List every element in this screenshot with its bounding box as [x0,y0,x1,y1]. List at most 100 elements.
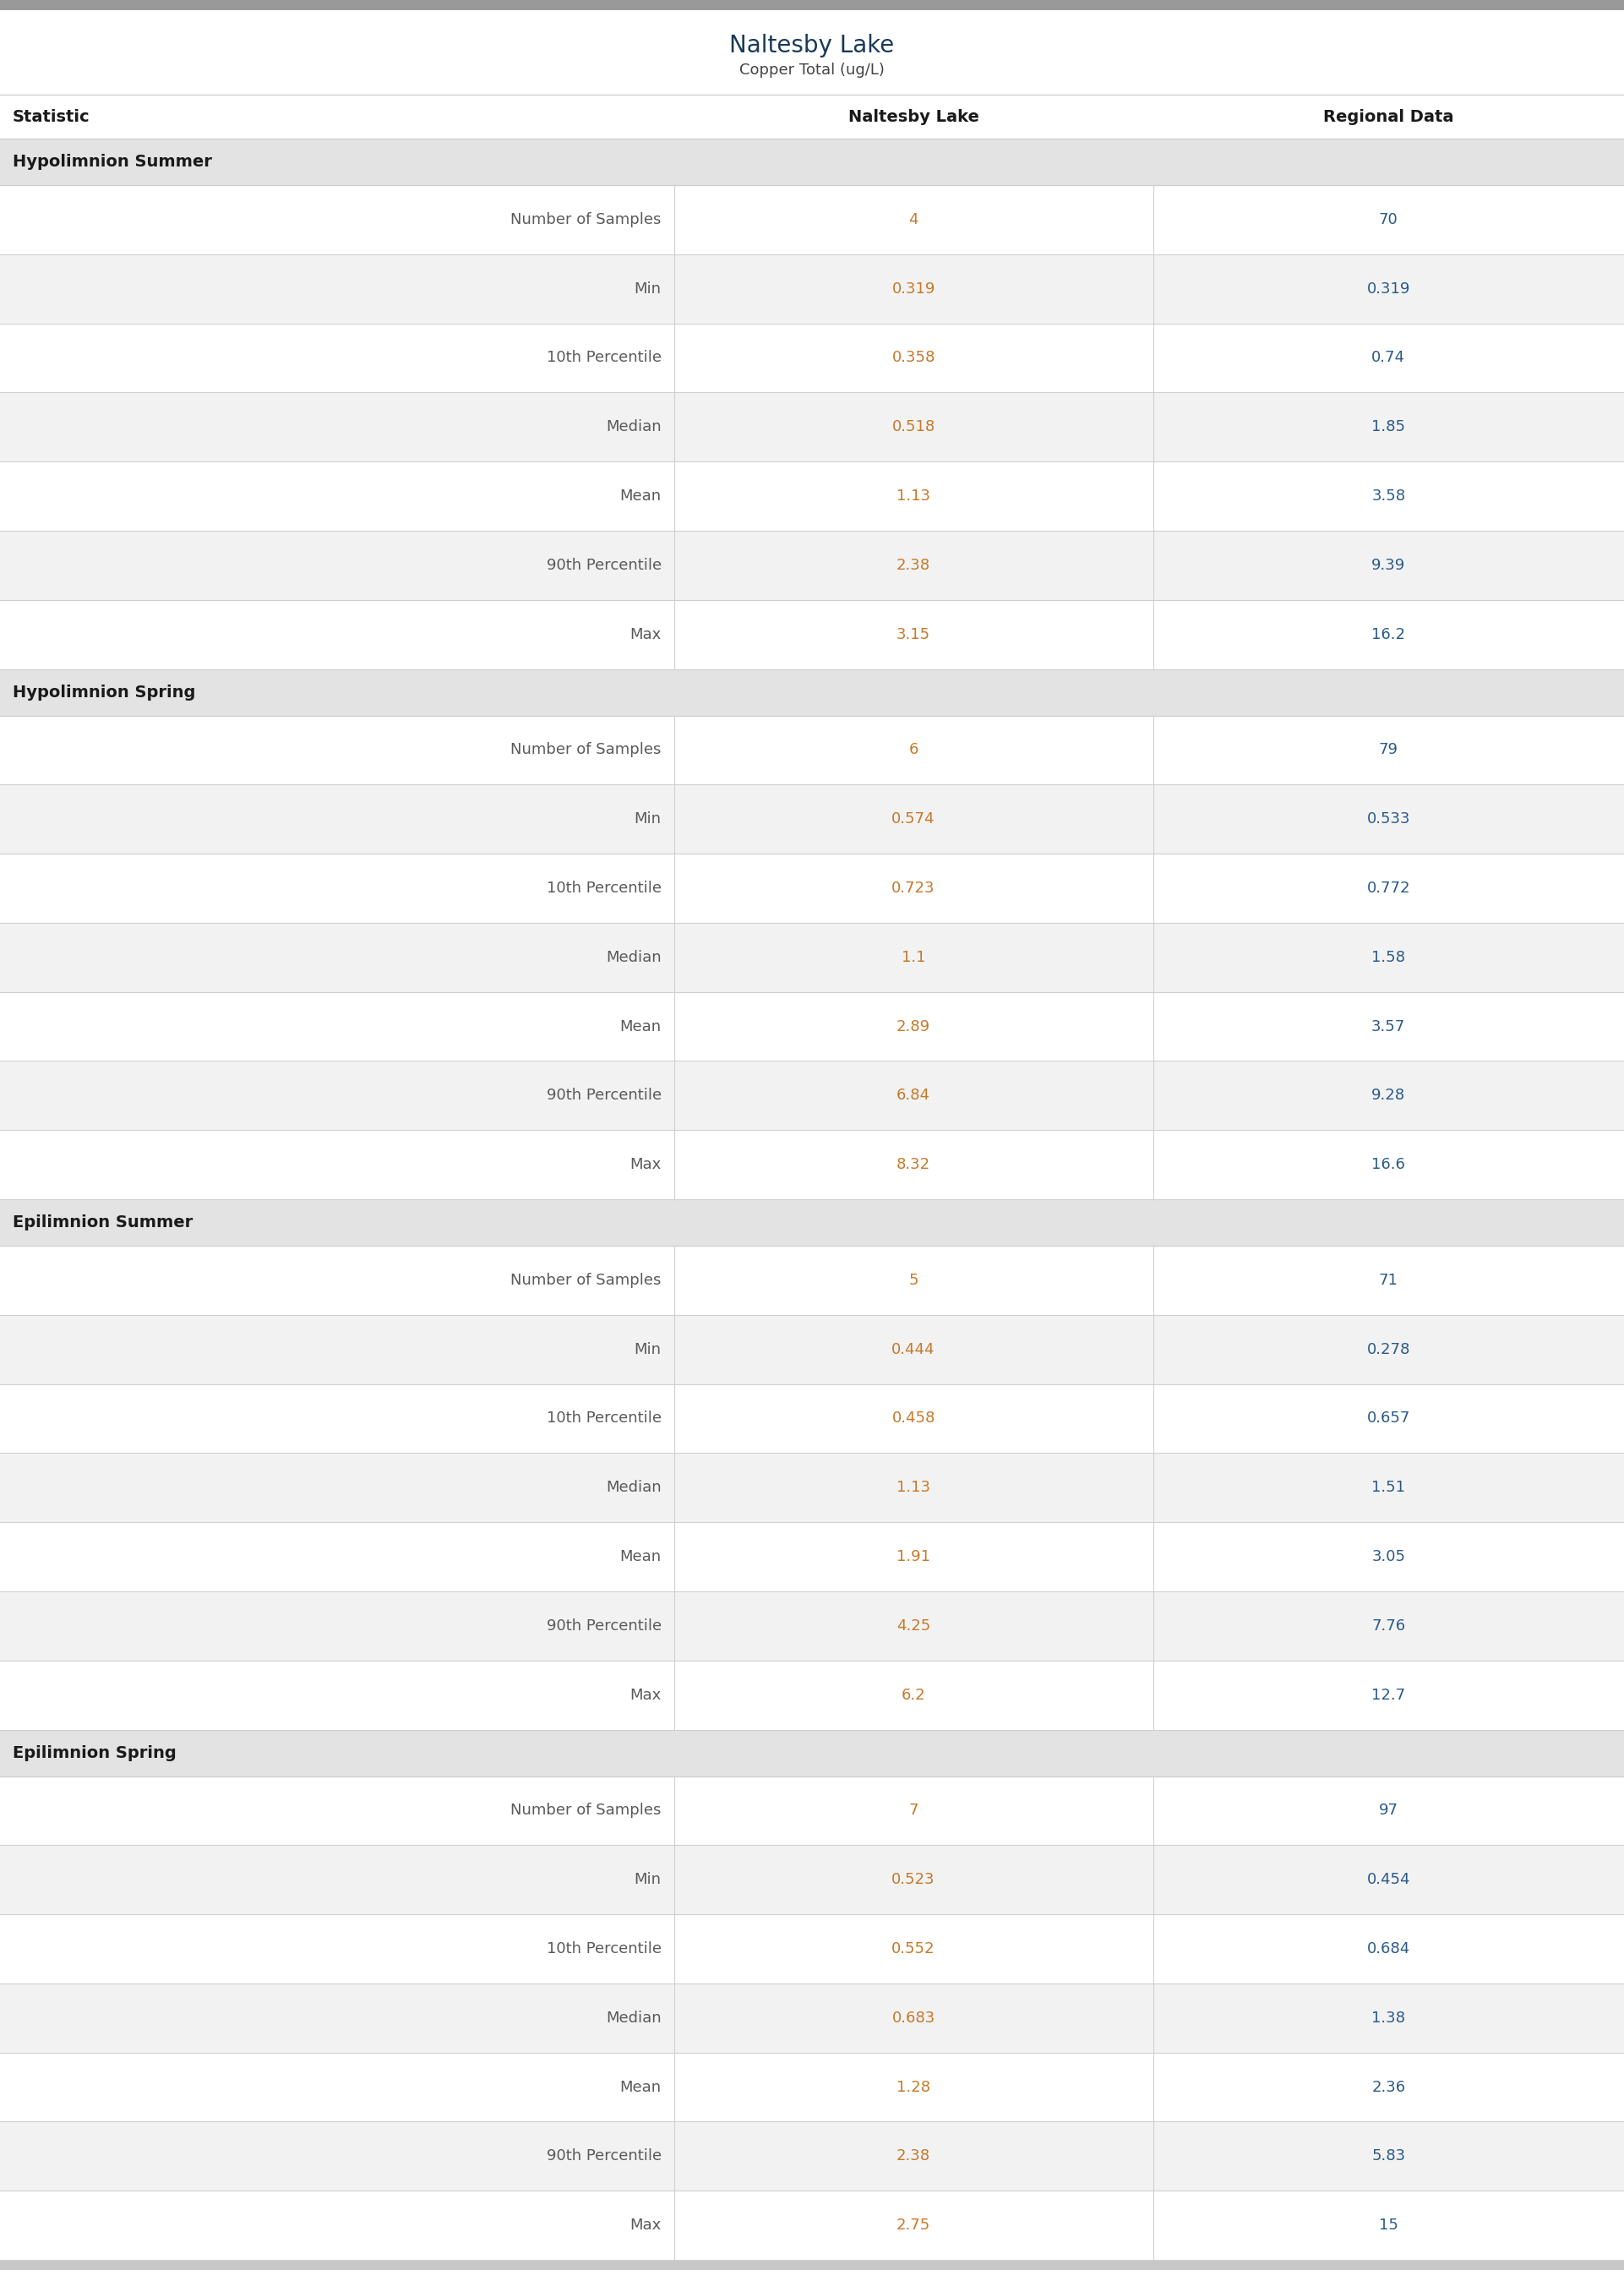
Text: 1.85: 1.85 [1372,420,1405,434]
Text: Statistic: Statistic [13,109,89,125]
Text: Min: Min [635,1342,661,1357]
Text: 2.89: 2.89 [896,1019,931,1035]
Text: 1.91: 1.91 [896,1548,931,1564]
Text: 4.25: 4.25 [896,1619,931,1634]
Text: Naltesby Lake: Naltesby Lake [729,34,895,57]
Text: 3.58: 3.58 [1372,488,1405,504]
Text: 1.51: 1.51 [1372,1480,1405,1496]
Text: 0.454: 0.454 [1367,1873,1410,1886]
Bar [0,1060,1624,1130]
Bar [0,2191,1624,2261]
Text: Copper Total (ug/L): Copper Total (ug/L) [739,64,885,77]
Text: Median: Median [606,420,661,434]
Text: 3.15: 3.15 [896,627,931,642]
Text: 79: 79 [1379,742,1398,758]
Bar [0,393,1624,461]
Text: Median: Median [606,2011,661,2025]
Text: Median: Median [606,1480,661,1496]
Text: 90th Percentile: 90th Percentile [546,1619,661,1634]
Text: 0.278: 0.278 [1367,1342,1410,1357]
Text: 71: 71 [1379,1273,1398,1287]
Bar [0,715,1624,785]
Text: Max: Max [630,1687,661,1702]
Text: 5: 5 [909,1273,918,1287]
Text: 3.05: 3.05 [1372,1548,1405,1564]
Bar [0,1385,1624,1453]
Bar [0,254,1624,322]
Text: 0.319: 0.319 [892,281,935,297]
Text: Mean: Mean [620,488,661,504]
Text: 0.533: 0.533 [1367,810,1410,826]
Text: 0.552: 0.552 [892,1941,935,1957]
Text: 2.36: 2.36 [1372,2079,1405,2095]
Text: Mean: Mean [620,2079,661,2095]
Text: Max: Max [630,627,661,642]
Bar [0,1246,1624,1314]
Bar [0,1984,1624,2052]
Text: Number of Samples: Number of Samples [510,211,661,227]
Text: Min: Min [635,1873,661,1886]
Text: Regional Data: Regional Data [1324,109,1453,125]
Text: 15: 15 [1379,2218,1398,2234]
Text: Epilimnion Spring: Epilimnion Spring [13,1746,177,1762]
Text: Min: Min [635,281,661,297]
Bar [0,1314,1624,1385]
Text: 0.683: 0.683 [892,2011,935,2025]
Bar [0,1775,1624,1846]
Text: 2.75: 2.75 [896,2218,931,2234]
Text: 1.1: 1.1 [901,949,926,965]
Text: 9.39: 9.39 [1372,558,1405,572]
Text: 1.13: 1.13 [896,1480,931,1496]
Text: 0.723: 0.723 [892,881,935,897]
Text: 16.6: 16.6 [1372,1158,1405,1171]
Text: Number of Samples: Number of Samples [510,742,661,758]
Bar [0,854,1624,922]
Text: 10th Percentile: 10th Percentile [546,881,661,897]
Bar [0,1914,1624,1984]
Text: 9.28: 9.28 [1372,1087,1405,1103]
Text: 6: 6 [909,742,918,758]
Bar [0,322,1624,393]
Text: 0.74: 0.74 [1372,350,1405,365]
Text: 7: 7 [909,1802,918,1818]
Text: 70: 70 [1379,211,1398,227]
Text: 97: 97 [1379,1802,1398,1818]
Text: Epilimnion Summer: Epilimnion Summer [13,1214,193,1230]
Text: 0.523: 0.523 [892,1873,935,1886]
Text: Mean: Mean [620,1019,661,1035]
Text: 10th Percentile: 10th Percentile [546,350,661,365]
Bar [0,1199,1624,1246]
Text: 1.13: 1.13 [896,488,931,504]
Text: Max: Max [630,1158,661,1171]
Text: Min: Min [635,810,661,826]
Bar [0,138,1624,186]
Bar [0,2052,1624,2122]
Bar [0,1846,1624,1914]
Text: 1.28: 1.28 [896,2079,931,2095]
Bar [0,785,1624,854]
Bar [0,1523,1624,1591]
Bar [0,461,1624,531]
Text: 4: 4 [909,211,918,227]
Text: Median: Median [606,949,661,965]
Bar [0,186,1624,254]
Text: 10th Percentile: 10th Percentile [546,1412,661,1426]
Text: 16.2: 16.2 [1372,627,1405,642]
Text: 0.772: 0.772 [1367,881,1410,897]
Text: 0.518: 0.518 [892,420,935,434]
Text: 1.38: 1.38 [1372,2011,1405,2025]
Bar [0,599,1624,670]
Text: 90th Percentile: 90th Percentile [546,2150,661,2163]
Text: 90th Percentile: 90th Percentile [546,558,661,572]
Text: 5.83: 5.83 [1372,2150,1405,2163]
Text: 12.7: 12.7 [1372,1687,1405,1702]
Text: 0.444: 0.444 [892,1342,935,1357]
Text: 0.684: 0.684 [1367,1941,1410,1957]
Bar [0,670,1624,715]
Text: 90th Percentile: 90th Percentile [546,1087,661,1103]
Text: 7.76: 7.76 [1372,1619,1405,1634]
Bar [0,2122,1624,2191]
Text: 0.574: 0.574 [892,810,935,826]
Text: 0.458: 0.458 [892,1412,935,1426]
Bar [0,0,1624,9]
